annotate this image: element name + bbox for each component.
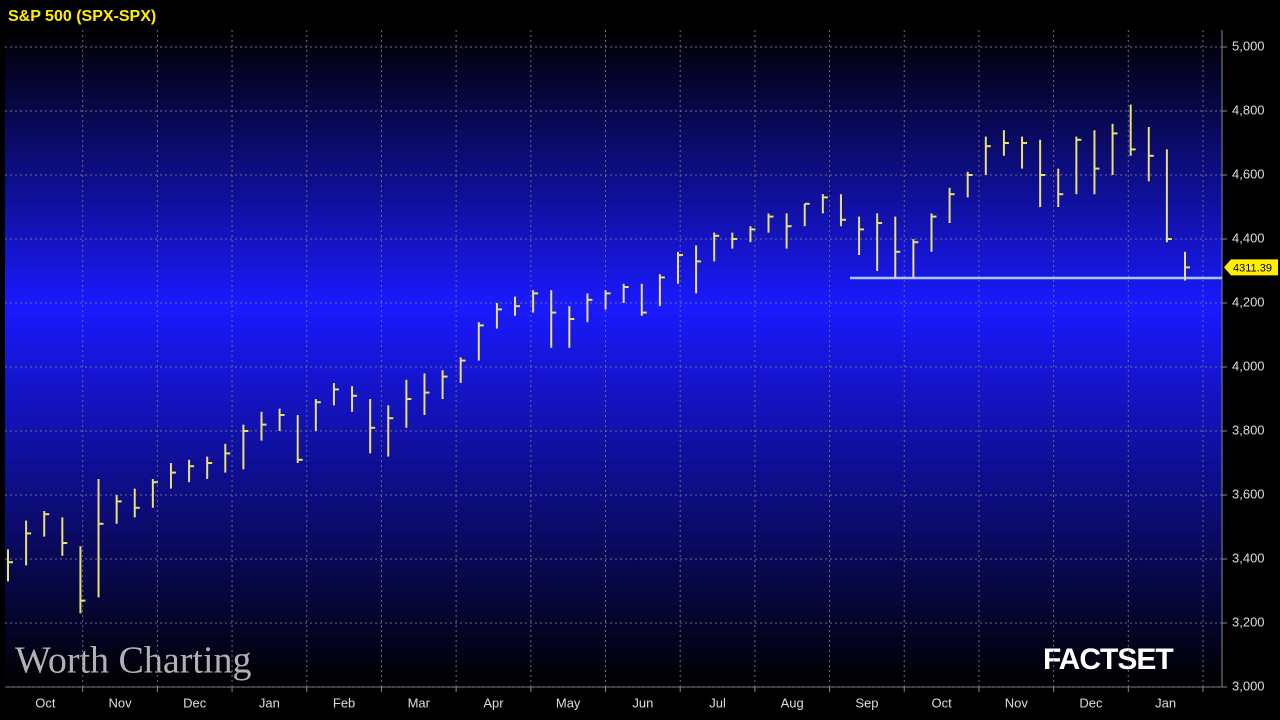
chart-title: S&P 500 (SPX-SPX) (8, 8, 156, 25)
x-tick-label: Nov (108, 695, 132, 710)
x-tick-label: Oct (35, 695, 56, 710)
plot-area (5, 30, 1222, 687)
y-tick-label: 3,600 (1232, 486, 1265, 501)
x-tick-label: May (556, 695, 581, 710)
y-tick-label: 4,200 (1232, 294, 1265, 309)
last-price-label: 4311.39 (1233, 262, 1272, 274)
y-tick-label: 4,600 (1232, 166, 1265, 181)
x-tick-label: Jun (632, 695, 653, 710)
x-tick-label: Apr (483, 695, 504, 710)
y-tick-label: 5,000 (1232, 38, 1265, 53)
x-tick-label: Oct (931, 695, 952, 710)
brand-logo: FACTSET (1043, 643, 1173, 676)
y-tick-label: 3,000 (1232, 678, 1265, 693)
x-tick-label: Jul (709, 695, 726, 710)
last-price-tag (1224, 259, 1278, 276)
x-tick-label: Feb (333, 695, 355, 710)
y-tick-label: 4,000 (1232, 358, 1265, 373)
price-bars (7, 104, 1190, 614)
x-tick-label: Jan (1155, 695, 1176, 710)
x-tick-label: Dec (183, 695, 207, 710)
x-tick-label: Aug (781, 695, 804, 710)
x-tick-label: Mar (408, 695, 431, 710)
x-tick-label: Sep (855, 695, 878, 710)
y-tick-label: 3,200 (1232, 614, 1265, 629)
y-tick-label: 3,400 (1232, 550, 1265, 565)
x-tick-label: Dec (1079, 695, 1103, 710)
y-tick-label: 4,400 (1232, 230, 1265, 245)
watermark: Worth Charting (15, 640, 252, 682)
x-tick-label: Jan (259, 695, 280, 710)
y-tick-label: 4,800 (1232, 102, 1265, 117)
x-tick-label: Nov (1005, 695, 1029, 710)
y-tick-label: 3,800 (1232, 422, 1265, 437)
